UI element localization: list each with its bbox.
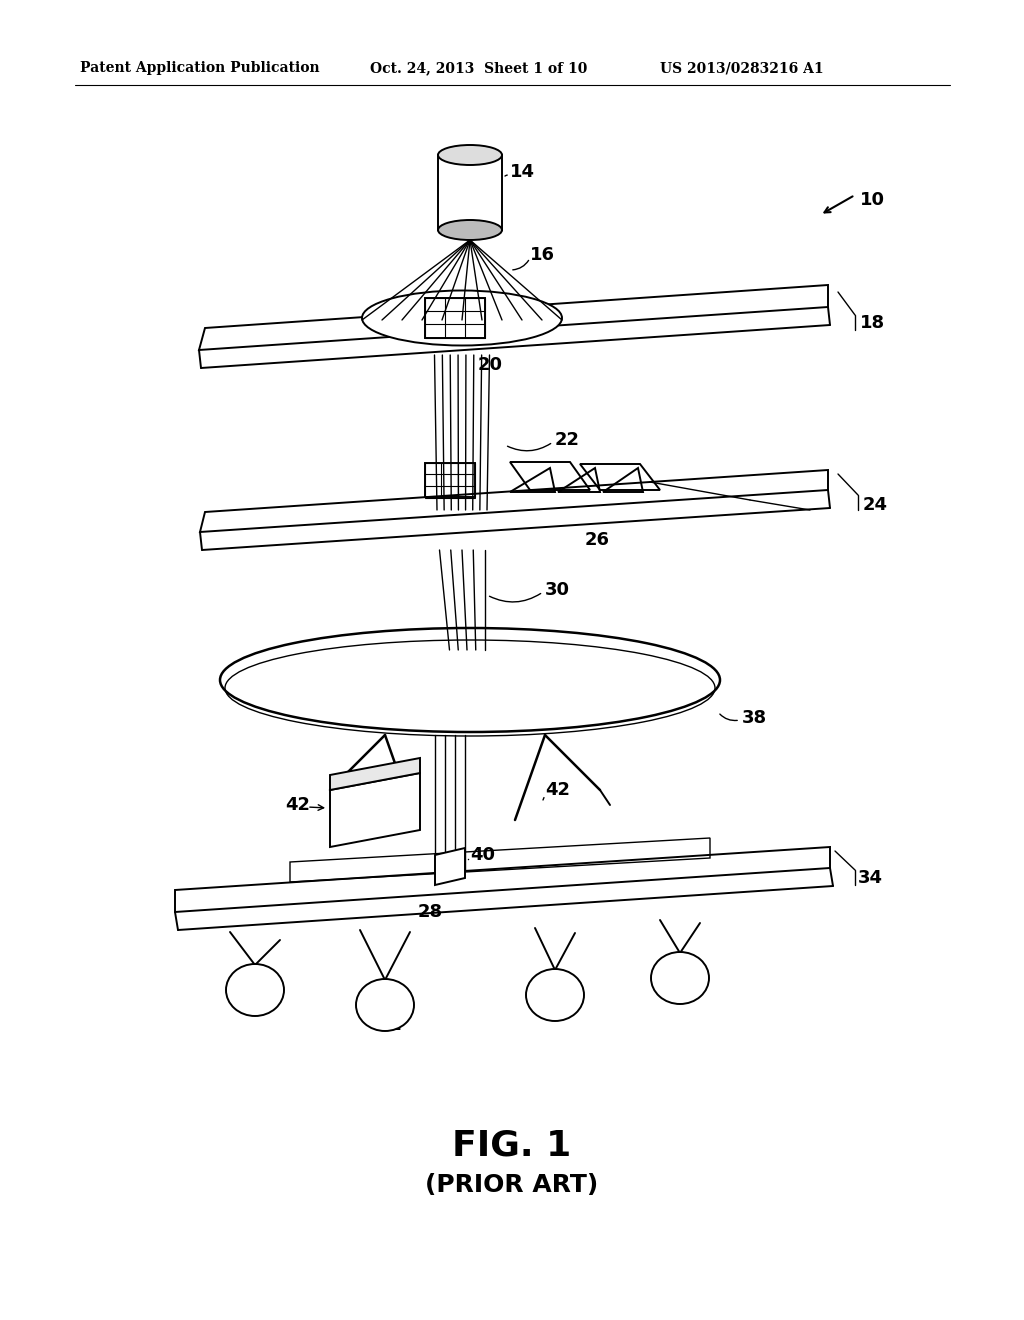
- Text: 14: 14: [510, 162, 535, 181]
- Ellipse shape: [438, 145, 502, 165]
- Ellipse shape: [220, 628, 720, 733]
- Polygon shape: [435, 847, 465, 884]
- Text: 12: 12: [188, 891, 213, 909]
- Text: 10: 10: [860, 191, 885, 209]
- Text: 38: 38: [742, 709, 767, 727]
- Ellipse shape: [438, 220, 502, 240]
- Text: 20: 20: [477, 356, 503, 374]
- Text: (PRIOR ART): (PRIOR ART): [425, 1173, 599, 1197]
- Text: 28: 28: [418, 903, 442, 921]
- Text: US 2013/0283216 A1: US 2013/0283216 A1: [660, 61, 823, 75]
- Ellipse shape: [362, 290, 562, 346]
- Ellipse shape: [356, 979, 414, 1031]
- Text: 40: 40: [470, 846, 495, 865]
- Text: 26: 26: [585, 531, 610, 549]
- Text: 16: 16: [530, 246, 555, 264]
- Text: 34: 34: [858, 869, 883, 887]
- Ellipse shape: [651, 952, 709, 1005]
- Polygon shape: [175, 847, 830, 912]
- Text: 32: 32: [378, 1016, 402, 1034]
- Polygon shape: [330, 774, 420, 847]
- Text: Oct. 24, 2013  Sheet 1 of 10: Oct. 24, 2013 Sheet 1 of 10: [370, 61, 588, 75]
- Text: Patent Application Publication: Patent Application Publication: [80, 61, 319, 75]
- Polygon shape: [330, 758, 420, 789]
- Text: 42: 42: [285, 796, 310, 814]
- Text: 22: 22: [555, 432, 580, 449]
- Text: 30: 30: [545, 581, 570, 599]
- Polygon shape: [200, 470, 828, 532]
- Polygon shape: [199, 285, 828, 350]
- Text: 18: 18: [860, 314, 885, 333]
- Ellipse shape: [226, 964, 284, 1016]
- FancyBboxPatch shape: [438, 154, 502, 230]
- Text: 42: 42: [545, 781, 570, 799]
- Text: FIG. 1: FIG. 1: [453, 1129, 571, 1162]
- Ellipse shape: [526, 969, 584, 1020]
- Text: 24: 24: [863, 496, 888, 513]
